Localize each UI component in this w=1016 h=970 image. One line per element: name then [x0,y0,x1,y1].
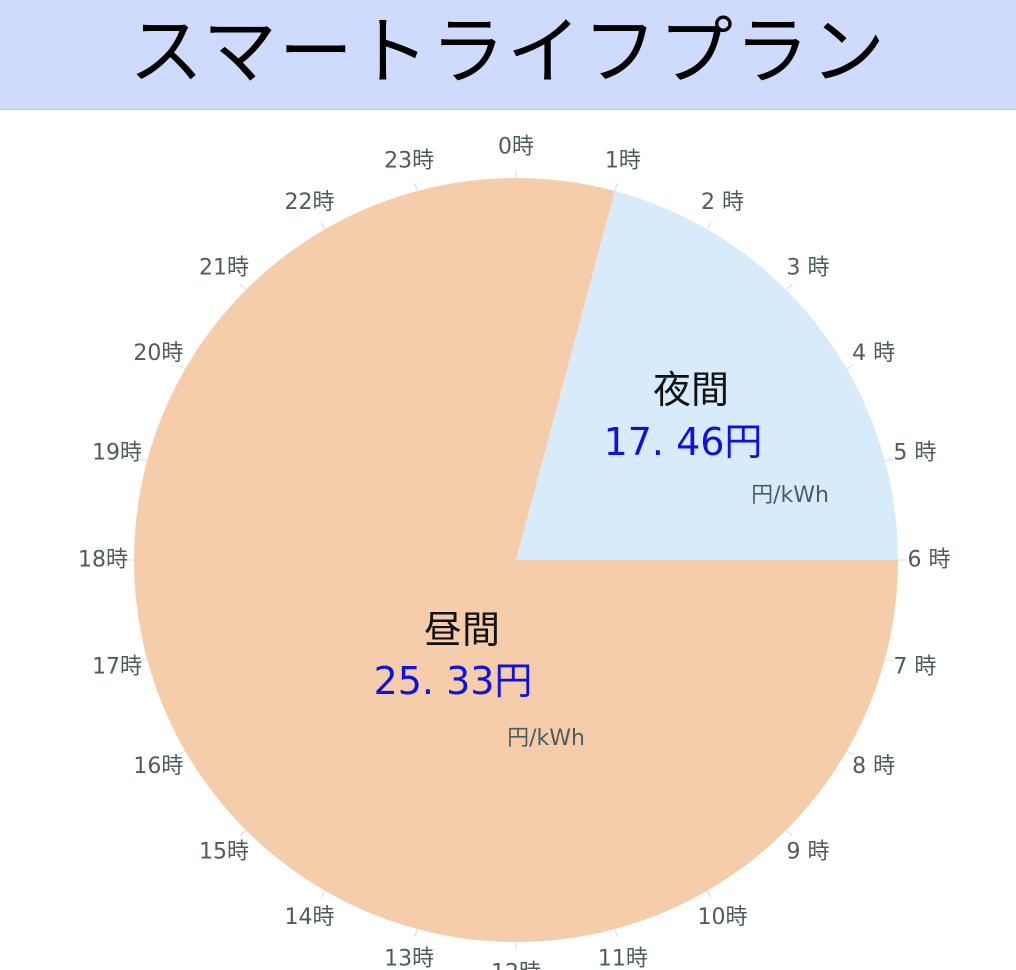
hour-label: 22時 [285,190,335,215]
slice-labels-layer: 夜間 17. 46円 円/kWh 昼間 25. 33円 円/kWh [374,368,829,751]
hour-label: 11時 [598,946,648,970]
hour-label: 12時 [491,961,541,970]
hour-label: 20時 [133,341,183,366]
hour-tick [139,658,148,662]
hour-label: 2 時 [701,190,744,215]
hour-tick [178,364,186,370]
hour-tick [414,928,418,937]
hour-tick [785,283,793,291]
hour-tick [178,750,186,756]
hour-labels-layer: 0時 1時 2 時 3 時 4 時 5 時 6 時 7 時 8 時 9 時 10時 11時 12時 13時… [78,135,951,970]
pie-slice-night [516,191,898,560]
hour-label: 4 時 [852,341,895,366]
hour-label: 3 時 [787,255,830,280]
slice-unit-night: 円/kWh [751,483,829,508]
hour-tick [846,750,854,756]
pie-slice-day [133,178,898,943]
hour-label: 16時 [133,754,183,779]
hour-label: 1時 [605,149,641,174]
hour-label: 19時 [92,441,142,466]
hour-tick [884,658,893,662]
slice-price-day: 25. 33円 [374,659,533,703]
title-bar: スマートライフプラン [0,0,1016,110]
hour-label: 7 時 [893,654,936,679]
hour-tick [614,183,618,192]
page-title: スマートライフプラン [129,9,887,95]
hour-tick [614,928,618,937]
hour-label: 14時 [285,905,335,930]
hour-tick [706,222,712,230]
hour-label: 9 時 [787,840,830,865]
hour-label: 13時 [384,946,434,970]
slice-name-day: 昼間 [424,608,500,652]
hour-tick [414,183,418,192]
hour-label: 18時 [78,548,128,573]
hour-label: 6 時 [908,548,951,573]
hour-tick [785,829,793,837]
hour-label: 8 時 [852,754,895,779]
slices-layer [133,178,898,943]
hour-tick [239,829,247,837]
hour-tick [320,222,326,230]
ticks-layer [126,170,906,950]
hour-label: 23時 [384,149,434,174]
hour-tick [239,283,247,291]
hour-label: 0時 [498,135,534,160]
hour-label: 5 時 [893,441,936,466]
hour-label: 15時 [199,840,249,865]
hour-label: 17時 [92,654,142,679]
slice-name-night: 夜間 [653,368,729,412]
hour-tick [846,364,854,370]
slice-unit-day: 円/kWh [507,726,585,751]
hour-tick [706,890,712,898]
hour-label: 10時 [698,905,748,930]
hour-label: 21時 [199,255,249,280]
hour-tick [320,890,326,898]
hour-tick [884,458,893,462]
hour-tick [139,458,148,462]
slice-price-night: 17. 46円 [604,420,763,464]
